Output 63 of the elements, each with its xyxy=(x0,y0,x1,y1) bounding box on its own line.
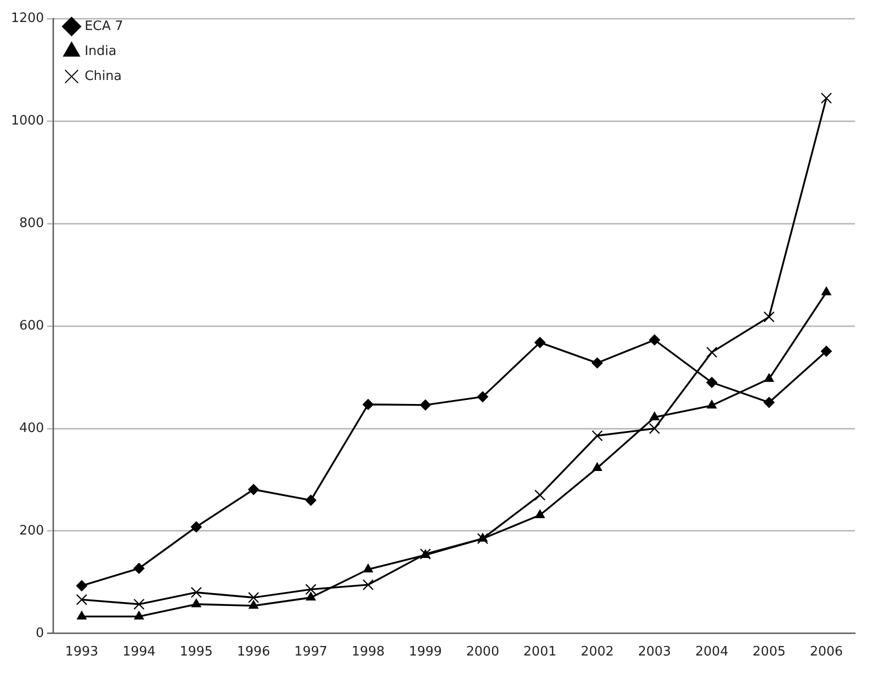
point xyxy=(190,521,202,532)
y-tick-label: 1200 xyxy=(10,11,44,26)
point xyxy=(305,494,316,506)
point xyxy=(248,484,260,495)
x-tick-label: 2002 xyxy=(580,644,614,660)
x-tick-label: 2003 xyxy=(638,644,672,660)
point xyxy=(362,398,374,410)
x-tick-label: 1998 xyxy=(352,644,385,660)
point xyxy=(706,376,718,388)
point xyxy=(190,586,202,598)
point xyxy=(820,92,832,104)
point xyxy=(362,579,374,590)
point xyxy=(764,311,775,322)
point xyxy=(706,400,717,408)
x-tick-label: 2005 xyxy=(752,644,786,660)
x-tick-label: 1994 xyxy=(122,644,156,660)
point xyxy=(650,412,660,420)
point xyxy=(706,346,718,358)
point xyxy=(134,611,144,620)
point xyxy=(477,391,488,402)
point xyxy=(592,462,602,471)
point xyxy=(649,334,660,346)
point xyxy=(305,584,316,595)
point xyxy=(363,564,373,572)
legend-label: China xyxy=(84,68,122,84)
point xyxy=(477,533,488,544)
point xyxy=(820,346,832,357)
point xyxy=(822,286,832,296)
point xyxy=(76,580,88,592)
y-tick-label: 0 xyxy=(36,626,44,641)
point xyxy=(535,510,545,518)
x-tick-label: 1995 xyxy=(180,644,213,660)
x-tick-label: 1999 xyxy=(408,644,442,660)
x-tick-label: 1996 xyxy=(237,644,270,660)
x-tick-label: 1997 xyxy=(294,644,328,660)
y-tick-label: 800 xyxy=(19,216,44,232)
point xyxy=(76,594,88,606)
y-tick-label: 600 xyxy=(19,318,44,334)
legend-label: ECA 7 xyxy=(84,18,124,34)
point xyxy=(248,600,258,609)
point xyxy=(592,430,603,442)
point xyxy=(248,592,260,604)
x-tick-label: 2000 xyxy=(466,644,500,660)
x-tick-label: 2004 xyxy=(695,644,728,660)
point xyxy=(764,373,774,382)
point xyxy=(648,422,660,434)
point xyxy=(133,598,145,610)
y-tick-label: 1000 xyxy=(10,114,44,129)
x-tick-label: 2001 xyxy=(523,644,557,660)
x-tick-label: 2006 xyxy=(810,644,843,660)
point xyxy=(191,598,202,608)
point xyxy=(534,336,546,348)
point xyxy=(592,357,603,368)
point xyxy=(534,490,546,501)
point xyxy=(420,399,431,410)
point xyxy=(76,611,87,620)
point xyxy=(764,396,775,408)
y-tick-label: 200 xyxy=(19,523,44,538)
point xyxy=(134,562,145,574)
legend-label: India xyxy=(84,44,116,59)
x-tick-label: 1993 xyxy=(65,644,98,660)
y-tick-label: 400 xyxy=(19,420,44,436)
point xyxy=(306,592,316,601)
